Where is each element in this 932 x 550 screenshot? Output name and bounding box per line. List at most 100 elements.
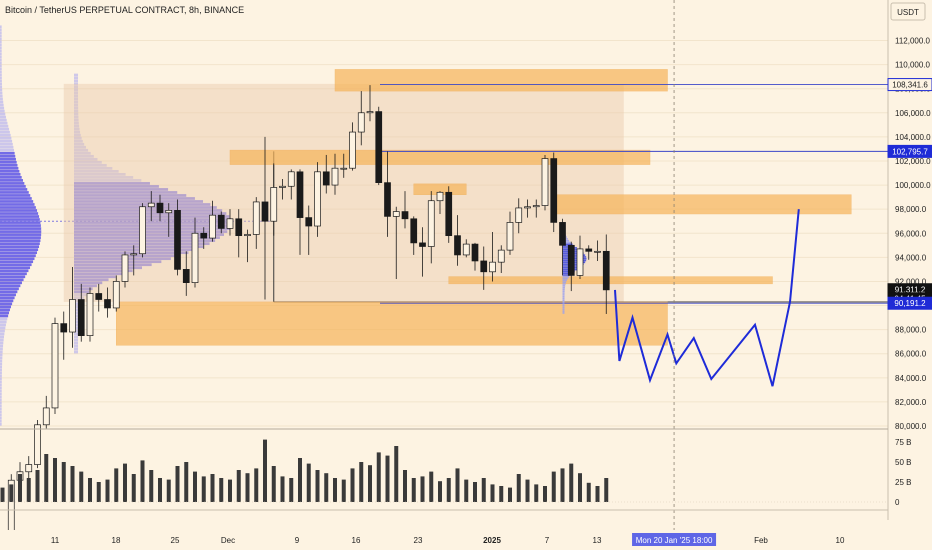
price-tag-label: 91,311.2 (895, 286, 926, 295)
candle-body (305, 217, 313, 227)
profile-bar (74, 182, 150, 185)
profile-bar (0, 362, 3, 366)
candle-body (462, 243, 470, 256)
profile-bar (0, 139, 13, 143)
profile-bar (0, 176, 22, 179)
currency-button[interactable] (890, 2, 926, 21)
volume-tick-label: 75 B (895, 438, 911, 447)
profile-bar (74, 139, 83, 143)
profile-bar (562, 274, 571, 276)
profile-bar (74, 73, 79, 77)
volume-bar (131, 474, 136, 502)
profile-bar (74, 236, 220, 239)
candle-body (147, 202, 155, 208)
candle-body (287, 171, 295, 187)
volume-bar (245, 473, 250, 502)
volume-bar (586, 482, 591, 502)
profile-bar (74, 350, 79, 354)
range-box (63, 83, 624, 302)
profile-bar (0, 97, 3, 101)
profile-bar (74, 191, 178, 194)
candle-body (261, 201, 269, 222)
volume-bar (88, 478, 92, 502)
profile-bar (74, 94, 79, 98)
price-axis-panel[interactable] (888, 0, 932, 550)
profile-bar (0, 347, 3, 351)
profile-bar (0, 127, 10, 131)
time-tick-label: 25 (171, 536, 180, 545)
volume-bar (219, 478, 224, 502)
volume-bar (298, 458, 302, 502)
profile-bar (74, 344, 79, 348)
profile-bar (0, 130, 10, 134)
volume-bar (376, 452, 381, 502)
profile-bar (0, 242, 40, 245)
profile-bar (0, 290, 18, 294)
candle-body (60, 323, 68, 333)
profile-bar (0, 70, 2, 74)
profile-bar (74, 341, 79, 345)
profile-bar (74, 142, 85, 146)
profile-bar (0, 61, 2, 65)
time-tick-label: 18 (112, 536, 121, 545)
profile-bar (562, 283, 566, 285)
candle-body (585, 248, 593, 252)
profile-bar (0, 224, 41, 227)
profile-bar (0, 157, 16, 161)
profile-bar (0, 311, 9, 315)
volume-bar (18, 474, 22, 502)
volume-bar (271, 466, 276, 502)
profile-bar (0, 166, 19, 170)
profile-bar (74, 332, 79, 336)
profile-bar (74, 194, 187, 197)
volume-bar (263, 439, 267, 502)
profile-bar (0, 55, 2, 59)
candle-body (156, 202, 164, 214)
candle-body (445, 191, 453, 237)
time-tick-label: Feb (754, 536, 768, 545)
profile-bar (0, 124, 9, 128)
profile-bar (74, 88, 79, 92)
volume-bar (490, 484, 495, 502)
zone-box (334, 69, 668, 92)
profile-bar (74, 293, 87, 297)
profile-bar (0, 206, 36, 209)
profile-bar (0, 212, 39, 215)
candle-body (217, 214, 225, 229)
profile-bar (74, 296, 85, 300)
volume-tick-label: 50 B (895, 458, 911, 467)
profile-bar (0, 163, 18, 167)
profile-bar (0, 368, 2, 372)
profile-bar (0, 416, 2, 420)
candle-body (77, 299, 85, 336)
profile-bar (0, 73, 2, 77)
candle-body (357, 112, 365, 133)
volume-bar (499, 486, 504, 502)
profile-bar (0, 148, 15, 152)
horizontal-lines (380, 84, 888, 304)
profile-bar (0, 64, 2, 68)
time-axis-ticks: 111825Dec91623202571326Feb10Mon 20 Jan '… (51, 533, 845, 546)
profile-bar (0, 407, 2, 411)
profile-bar (562, 292, 565, 294)
projection-path[interactable] (614, 209, 800, 387)
profile-bar (562, 310, 565, 312)
profile-bar (0, 386, 2, 390)
profile-bar (0, 293, 16, 297)
price-tick-label: 112,000.0 (895, 37, 931, 46)
profile-bar (74, 85, 79, 89)
projection-line (614, 209, 800, 387)
profile-bar (0, 58, 2, 62)
volume-bar (210, 474, 215, 502)
profile-bar (0, 145, 14, 149)
profile-bar (0, 136, 12, 140)
price-tick-label: 98,000.0 (895, 205, 927, 214)
profile-bar (74, 185, 159, 188)
profile-bar (0, 377, 2, 381)
profile-bar (0, 182, 25, 185)
candle-body (130, 253, 138, 256)
profile-bar (74, 233, 224, 236)
profile-bar (0, 314, 9, 318)
crosshair-time-box (632, 533, 717, 546)
